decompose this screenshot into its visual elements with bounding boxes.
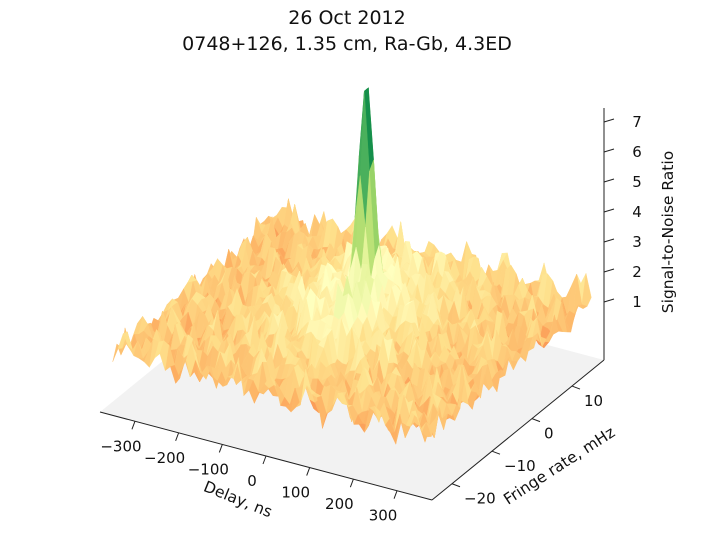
y-tick-label: 0 — [544, 425, 554, 443]
surface-cell — [421, 421, 432, 438]
z-tick-mark — [603, 178, 615, 183]
surface-plot — [112, 87, 592, 445]
y-tick-mark — [571, 385, 581, 390]
x-axis-label: Delay, ns — [201, 477, 275, 521]
x-tick-label: 300 — [369, 507, 398, 525]
z-tick-mark — [603, 268, 615, 273]
x-tick-mark — [306, 467, 311, 476]
y-tick-label: −20 — [464, 490, 496, 508]
x-tick-label: −200 — [144, 449, 185, 467]
y-tick-label: −10 — [504, 457, 536, 475]
y-tick-mark — [451, 483, 461, 488]
x-tick-mark — [175, 432, 180, 442]
y-tick-label: 10 — [584, 392, 603, 410]
x-tick-mark — [349, 478, 354, 488]
z-tick-label: 2 — [632, 263, 642, 281]
y-tick-mark — [531, 418, 541, 423]
chart-subtitle: 0748+126, 1.35 cm, Ra-Gb, 4.3ED — [182, 33, 512, 55]
x-tick-mark — [218, 444, 223, 453]
z-tick-label: 7 — [632, 113, 642, 131]
x-tick-label: −100 — [188, 460, 229, 478]
z-tick-mark — [603, 298, 615, 303]
z-tick-label: 6 — [632, 143, 642, 161]
z-tick-mark — [603, 208, 615, 213]
y-tick-mark — [491, 450, 501, 455]
x-tick-label: 100 — [281, 484, 310, 502]
x-tick-mark — [262, 455, 267, 465]
z-tick-mark — [603, 238, 615, 243]
x-tick-label: 200 — [325, 495, 354, 513]
z-tick-mark — [603, 148, 615, 153]
x-tick-mark — [131, 421, 136, 430]
y-axis-line — [431, 359, 605, 501]
x-tick-label: 0 — [247, 472, 257, 490]
z-axis-label: Signal-to-Noise Ratio — [659, 151, 677, 313]
x-tick-mark — [393, 490, 398, 499]
x-tick-label: −300 — [100, 437, 141, 455]
z-tick-label: 4 — [632, 203, 642, 221]
z-tick-mark — [603, 118, 615, 123]
z-tick-label: 1 — [632, 293, 642, 311]
chart-title: 26 Oct 2012 — [288, 7, 405, 29]
z-tick-label: 3 — [632, 233, 642, 251]
z-tick-label: 5 — [632, 173, 642, 191]
